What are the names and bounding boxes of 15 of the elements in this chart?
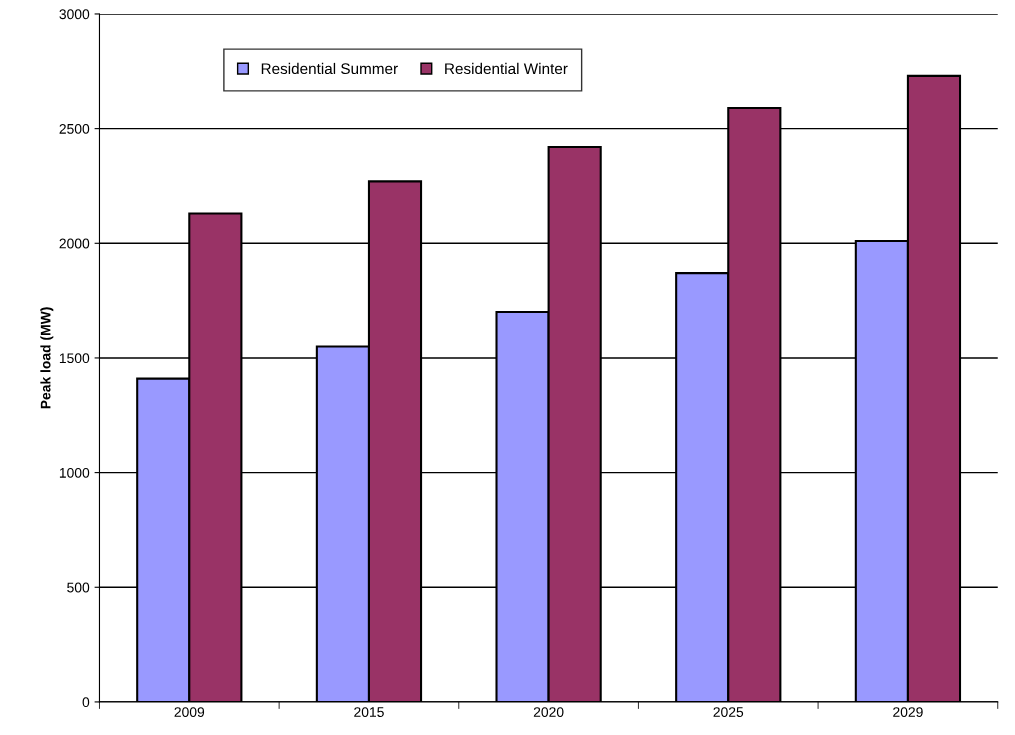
x-tick-label: 2029 [893,707,923,717]
x-tick-label: 2020 [533,707,564,717]
legend-label: Residential Winter [445,62,568,75]
y-tick-label: 1000 [59,467,90,478]
legend-label: Residential Summer [261,62,398,75]
x-tick-label: 2015 [354,707,384,717]
y-tick-label: 500 [67,582,90,593]
y-tick-label: 2000 [59,238,90,249]
y-tick-label: 1500 [59,353,90,364]
y-axis-title: Peak load (MW) [40,307,54,409]
y-tick-label: 3000 [59,9,90,20]
y-tick-label: 2500 [59,123,90,134]
x-tick-label: 2009 [174,707,205,717]
x-tick-label: 2025 [713,707,744,717]
y-tick-label: 0 [82,697,90,708]
